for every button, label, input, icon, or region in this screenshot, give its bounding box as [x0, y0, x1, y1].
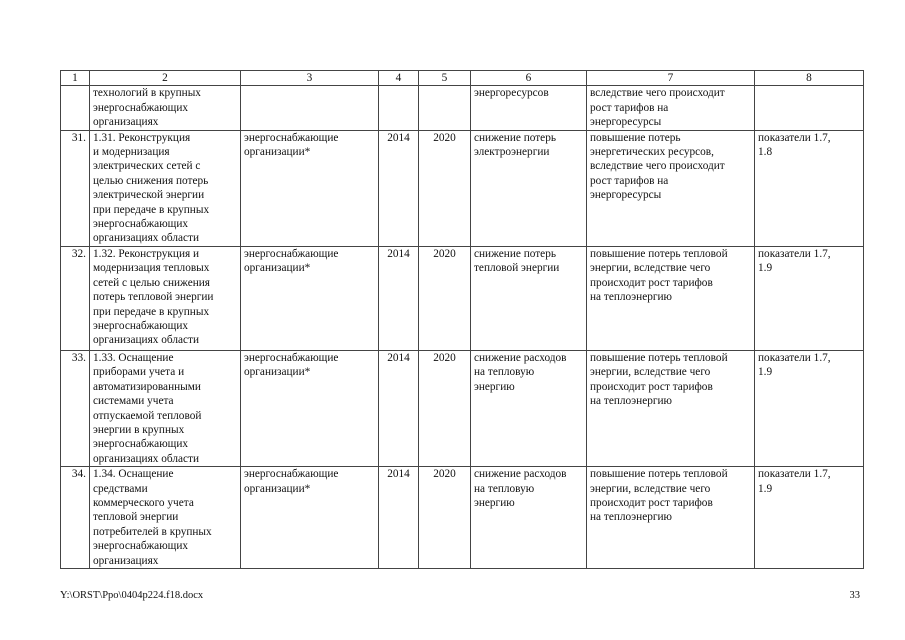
- column-header: 8: [754, 69, 864, 87]
- end-year: 2020: [418, 245, 471, 351]
- consequences: повышение потерь энергетических ресурсов…: [586, 129, 755, 247]
- consequences: повышение потерь тепловой энергии, вслед…: [586, 466, 755, 570]
- measure-name: технологий в крупных энергоснабжающих ор…: [89, 85, 241, 131]
- indicators-link: показатели 1.7, 1.9: [754, 466, 864, 570]
- consequences: повышение потерь тепловой энергии, вслед…: [586, 349, 755, 468]
- measure-name: 1.33. Оснащение приборами учета и автома…: [89, 349, 241, 468]
- row-number: [60, 85, 90, 131]
- consequences: вследствие чего происходит рост тарифов …: [586, 85, 755, 131]
- column-header: 5: [418, 69, 471, 87]
- end-year: 2020: [418, 129, 471, 247]
- column-header: 4: [378, 69, 419, 87]
- page-number: 33: [849, 590, 861, 601]
- executor: энергоснабжающие организации*: [240, 129, 379, 247]
- start-year: [378, 85, 419, 131]
- expected-result: снижение потерь электроэнергии: [470, 129, 587, 247]
- start-year: 2014: [378, 245, 419, 351]
- table-row: 34. 1.34. Оснащение средствами коммерчес…: [60, 466, 864, 570]
- indicators-link: показатели 1.7, 1.9: [754, 245, 864, 351]
- table-row: 32. 1.32. Реконструкция и модернизация т…: [60, 245, 864, 351]
- consequences: повышение потерь тепловой энергии, вслед…: [586, 245, 755, 351]
- row-number: 32.: [60, 245, 90, 351]
- column-header: 6: [470, 69, 587, 87]
- expected-result: энергоресурсов: [470, 85, 587, 131]
- end-year: 2020: [418, 349, 471, 468]
- start-year: 2014: [378, 129, 419, 247]
- column-header: 7: [586, 69, 755, 87]
- executor: энергоснабжающие организации*: [240, 245, 379, 351]
- indicators-link: показатели 1.7, 1.8: [754, 129, 864, 247]
- table-row: технологий в крупных энергоснабжающих ор…: [60, 85, 864, 131]
- measure-name: 1.34. Оснащение средствами коммерческого…: [89, 466, 241, 570]
- table-row: 33. 1.33. Оснащение приборами учета и ав…: [60, 349, 864, 468]
- end-year: 2020: [418, 466, 471, 570]
- expected-result: снижение расходов на тепловую энергию: [470, 466, 587, 570]
- start-year: 2014: [378, 349, 419, 468]
- column-header: 3: [240, 69, 379, 87]
- column-header: 2: [89, 69, 241, 87]
- measures-table: 1 2 3 4 5 6 7 8 технологий в крупных эне…: [60, 69, 864, 570]
- table-row: 31. 1.31. Реконструкция и модернизация э…: [60, 129, 864, 247]
- executor: [240, 85, 379, 131]
- expected-result: снижение расходов на тепловую энергию: [470, 349, 587, 468]
- start-year: 2014: [378, 466, 419, 570]
- measure-name: 1.32. Реконструкция и модернизация тепло…: [89, 245, 241, 351]
- footer-file-path: Y:\ORST\Ppo\0404p224.f18.docx: [60, 590, 204, 601]
- header-row: 1 2 3 4 5 6 7 8: [60, 69, 864, 87]
- measure-name: 1.31. Реконструкция и модернизация элект…: [89, 129, 241, 247]
- row-number: 34.: [60, 466, 90, 570]
- executor: энергоснабжающие организации*: [240, 349, 379, 468]
- indicators-link: [754, 85, 864, 131]
- row-number: 33.: [60, 349, 90, 468]
- executor: энергоснабжающие организации*: [240, 466, 379, 570]
- end-year: [418, 85, 471, 131]
- expected-result: снижение потерь тепловой энергии: [470, 245, 587, 351]
- row-number: 31.: [60, 129, 90, 247]
- column-header: 1: [60, 69, 90, 87]
- indicators-link: показатели 1.7, 1.9: [754, 349, 864, 468]
